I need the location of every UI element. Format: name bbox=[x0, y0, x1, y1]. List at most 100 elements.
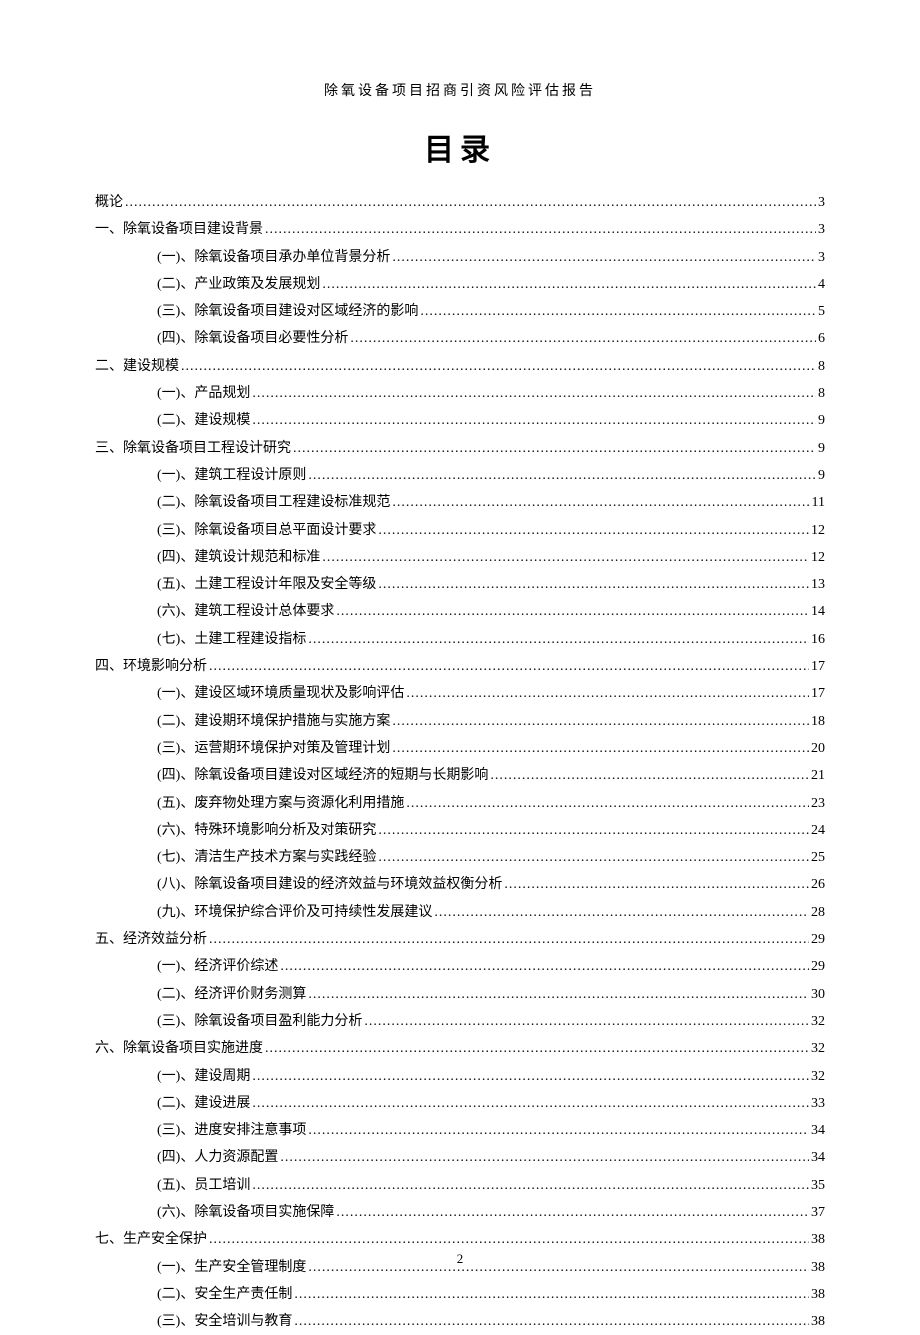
toc-entry-dots bbox=[406, 790, 809, 817]
toc-entry[interactable]: (四)、除氧设备项目建设对区域经济的短期与长期影响21 bbox=[95, 762, 825, 789]
toc-entry-page: 6 bbox=[818, 325, 825, 352]
toc-entry[interactable]: 三、除氧设备项目工程设计研究 9 bbox=[95, 435, 825, 462]
toc-entry[interactable]: (三)、除氧设备项目盈利能力分析32 bbox=[95, 1008, 825, 1035]
toc-container: 概论 3一、除氧设备项目建设背景3(一)、除氧设备项目承办单位背景分析3(二)、产… bbox=[95, 189, 825, 1335]
toc-entry-label: 三、除氧设备项目工程设计研究 bbox=[95, 435, 291, 462]
toc-entry-label: (二)、建设规模 bbox=[157, 407, 250, 434]
toc-entry[interactable]: (九)、环境保护综合评价及可持续性发展建议28 bbox=[95, 899, 825, 926]
toc-entry-page: 34 bbox=[811, 1144, 825, 1171]
toc-entry-page: 9 bbox=[818, 462, 825, 489]
toc-entry[interactable]: (六)、特殊环境影响分析及对策研究24 bbox=[95, 817, 825, 844]
toc-entry-page: 32 bbox=[811, 1035, 825, 1062]
toc-entry-dots bbox=[350, 325, 816, 352]
toc-entry-dots bbox=[336, 598, 809, 625]
toc-entry[interactable]: (四)、除氧设备项目必要性分析6 bbox=[95, 325, 825, 352]
toc-entry[interactable]: 概论 3 bbox=[95, 189, 825, 216]
toc-entry-page: 25 bbox=[811, 844, 825, 871]
toc-entry-dots bbox=[265, 216, 816, 243]
toc-entry[interactable]: (三)、安全培训与教育38 bbox=[95, 1308, 825, 1335]
toc-entry-page: 8 bbox=[818, 380, 825, 407]
toc-entry-label: (三)、运营期环境保护对策及管理计划 bbox=[157, 735, 390, 762]
toc-entry[interactable]: (二)、经济评价财务测算 30 bbox=[95, 981, 825, 1008]
toc-entry-label: 六、除氧设备项目实施进度 bbox=[95, 1035, 263, 1062]
toc-entry-dots bbox=[280, 1144, 809, 1171]
toc-entry[interactable]: (二)、建设规模9 bbox=[95, 407, 825, 434]
toc-entry[interactable]: (一)、经济评价综述29 bbox=[95, 953, 825, 980]
toc-entry-dots bbox=[308, 626, 809, 653]
toc-entry-dots bbox=[392, 244, 816, 271]
toc-entry-page: 16 bbox=[811, 626, 825, 653]
toc-entry-page: 13 bbox=[811, 571, 825, 598]
toc-entry-page: 11 bbox=[812, 489, 825, 516]
toc-entry-page: 3 bbox=[818, 189, 825, 216]
toc-entry[interactable]: (七)、清洁生产技术方案与实践经验25 bbox=[95, 844, 825, 871]
toc-entry[interactable]: (五)、土建工程设计年限及安全等级13 bbox=[95, 571, 825, 598]
toc-entry-dots bbox=[336, 1199, 809, 1226]
toc-entry[interactable]: 二、建设规模8 bbox=[95, 353, 825, 380]
toc-entry[interactable]: (三)、运营期环境保护对策及管理计划 20 bbox=[95, 735, 825, 762]
toc-entry-label: 概论 bbox=[95, 189, 123, 216]
toc-entry-page: 21 bbox=[811, 762, 825, 789]
toc-entry-page: 14 bbox=[811, 598, 825, 625]
toc-entry-dots bbox=[265, 1035, 809, 1062]
toc-entry[interactable]: (一)、除氧设备项目承办单位背景分析3 bbox=[95, 244, 825, 271]
toc-entry-dots bbox=[308, 981, 809, 1008]
toc-entry[interactable]: 六、除氧设备项目实施进度 32 bbox=[95, 1035, 825, 1062]
toc-entry-page: 9 bbox=[818, 435, 825, 462]
toc-entry-label: (二)、经济评价财务测算 bbox=[157, 981, 306, 1008]
toc-entry[interactable]: (四)、建筑设计规范和标准12 bbox=[95, 544, 825, 571]
toc-entry-dots bbox=[181, 353, 816, 380]
toc-entry-label: (二)、安全生产责任制 bbox=[157, 1281, 292, 1308]
toc-entry-page: 38 bbox=[811, 1226, 825, 1253]
toc-entry-page: 5 bbox=[818, 298, 825, 325]
toc-entry[interactable]: (一)、建设周期32 bbox=[95, 1063, 825, 1090]
toc-entry[interactable]: (二)、安全生产责任制38 bbox=[95, 1281, 825, 1308]
toc-entry[interactable]: 一、除氧设备项目建设背景3 bbox=[95, 216, 825, 243]
toc-entry[interactable]: (五)、员工培训35 bbox=[95, 1172, 825, 1199]
toc-entry-page: 33 bbox=[811, 1090, 825, 1117]
toc-entry-dots bbox=[252, 1090, 809, 1117]
toc-entry-label: (四)、建筑设计规范和标准 bbox=[157, 544, 320, 571]
toc-entry[interactable]: (七)、土建工程建设指标16 bbox=[95, 626, 825, 653]
toc-entry[interactable]: (六)、除氧设备项目实施保障37 bbox=[95, 1199, 825, 1226]
toc-entry[interactable]: (一)、产品规划8 bbox=[95, 380, 825, 407]
toc-entry[interactable]: (三)、进度安排注意事项34 bbox=[95, 1117, 825, 1144]
toc-entry-page: 18 bbox=[811, 708, 825, 735]
document-header-title: 除氧设备项目招商引资风险评估报告 bbox=[95, 80, 825, 100]
toc-entry[interactable]: (三)、除氧设备项目建设对区域经济的影响 5 bbox=[95, 298, 825, 325]
toc-entry-page: 20 bbox=[811, 735, 825, 762]
toc-entry-dots bbox=[294, 1308, 809, 1335]
toc-entry[interactable]: (二)、产业政策及发展规划4 bbox=[95, 271, 825, 298]
toc-entry-page: 30 bbox=[811, 981, 825, 1008]
toc-entry[interactable]: (一)、建设区域环境质量现状及影响评估17 bbox=[95, 680, 825, 707]
toc-entry[interactable]: (六)、建筑工程设计总体要求14 bbox=[95, 598, 825, 625]
toc-entry-label: (三)、除氧设备项目建设对区域经济的影响 bbox=[157, 298, 418, 325]
toc-entry-label: (一)、建筑工程设计原则 bbox=[157, 462, 306, 489]
toc-entry-dots bbox=[308, 1117, 809, 1144]
toc-entry[interactable]: (四)、人力资源配置34 bbox=[95, 1144, 825, 1171]
toc-entry-dots bbox=[378, 817, 809, 844]
toc-entry-dots bbox=[420, 298, 816, 325]
toc-entry-dots bbox=[125, 189, 816, 216]
toc-entry-label: (五)、废弃物处理方案与资源化利用措施 bbox=[157, 790, 404, 817]
toc-entry-label: (三)、安全培训与教育 bbox=[157, 1308, 292, 1335]
toc-entry[interactable]: 四、环境影响分析17 bbox=[95, 653, 825, 680]
toc-entry-dots bbox=[252, 407, 816, 434]
toc-entry[interactable]: (二)、建设进展33 bbox=[95, 1090, 825, 1117]
toc-entry[interactable]: 五、经济效益分析29 bbox=[95, 926, 825, 953]
toc-entry-dots bbox=[434, 899, 809, 926]
toc-entry[interactable]: (二)、建设期环境保护措施与实施方案18 bbox=[95, 708, 825, 735]
toc-entry[interactable]: (一)、建筑工程设计原则 9 bbox=[95, 462, 825, 489]
toc-entry-dots bbox=[252, 380, 816, 407]
toc-entry[interactable]: (三)、除氧设备项目总平面设计要求12 bbox=[95, 517, 825, 544]
toc-entry-page: 24 bbox=[811, 817, 825, 844]
toc-entry[interactable]: (五)、废弃物处理方案与资源化利用措施23 bbox=[95, 790, 825, 817]
toc-entry-label: 七、生产安全保护 bbox=[95, 1226, 207, 1253]
toc-entry-dots bbox=[209, 1226, 809, 1253]
toc-entry[interactable]: (二)、除氧设备项目工程建设标准规范11 bbox=[95, 489, 825, 516]
toc-entry-dots bbox=[378, 517, 809, 544]
toc-entry[interactable]: (八)、除氧设备项目建设的经济效益与环境效益权衡分析26 bbox=[95, 871, 825, 898]
toc-entry-label: (一)、建设周期 bbox=[157, 1063, 250, 1090]
toc-entry-label: 二、建设规模 bbox=[95, 353, 179, 380]
toc-entry[interactable]: 七、生产安全保护 38 bbox=[95, 1226, 825, 1253]
